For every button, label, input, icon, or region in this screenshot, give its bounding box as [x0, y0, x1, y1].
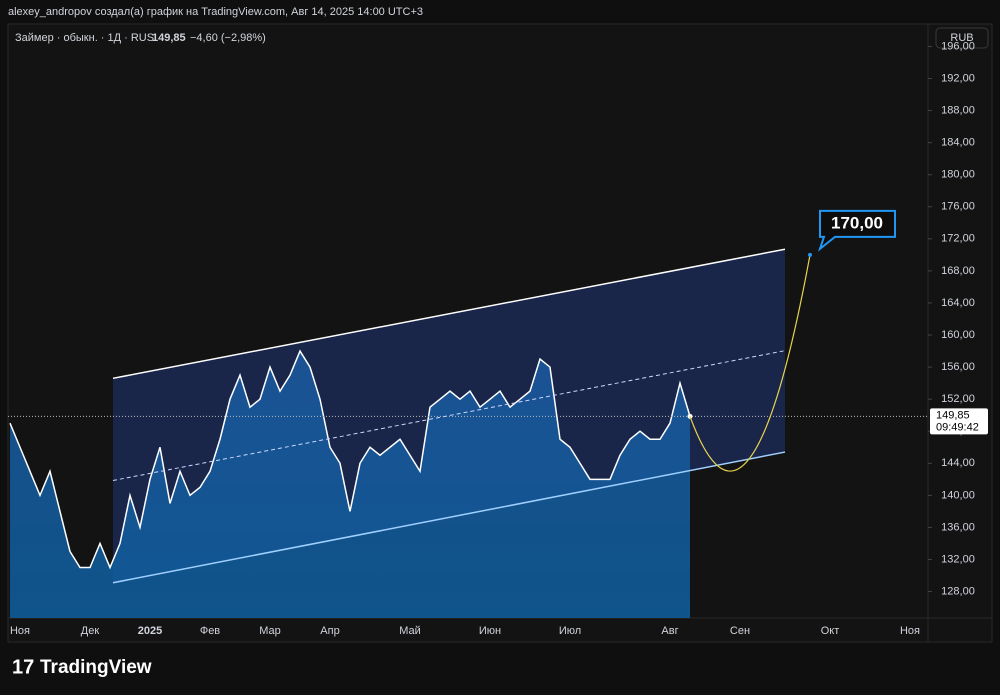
x-tick-label: Июл — [559, 625, 581, 637]
legend-change: −4,60 (−2,98%) — [190, 32, 266, 44]
target-label: 170,00 — [831, 213, 883, 232]
target-callout — [817, 209, 896, 252]
x-tick-label: Окт — [821, 625, 840, 637]
x-tick-label: 2025 — [138, 625, 162, 637]
legend-symbol: Займер · обыкн. · 1Д · RUS — [15, 32, 154, 44]
currency-button[interactable] — [935, 27, 989, 49]
y-tick-label: 164,00 — [941, 297, 975, 309]
channel-lower — [112, 451, 786, 584]
y-tick-label: 188,00 — [941, 104, 975, 116]
y-tick-label: 180,00 — [941, 169, 975, 181]
x-tick-label: Июн — [479, 625, 501, 637]
x-tick-label: Авг — [661, 625, 678, 637]
footer-logo: TradingView — [40, 657, 152, 678]
y-tick-label: 168,00 — [941, 265, 975, 277]
x-tick-label: Ноя — [10, 625, 30, 637]
target-point — [808, 252, 812, 257]
forecast-curve — [689, 254, 811, 472]
y-tick-label: 196,00 — [941, 40, 975, 52]
y-tick-label: 192,00 — [941, 72, 975, 84]
x-tick-label: Дек — [81, 625, 100, 637]
y-tick-label: 140,00 — [941, 489, 975, 501]
y-tick-label: 152,00 — [941, 393, 975, 405]
y-tick-label: 176,00 — [941, 201, 975, 213]
y-tick-label: 144,00 — [941, 457, 975, 469]
y-tick-label: 128,00 — [941, 585, 975, 597]
price-timer: 09:49:42 — [936, 421, 979, 433]
x-tick-label: Май — [399, 625, 421, 637]
y-tick-label: 132,00 — [941, 553, 975, 565]
x-tick-label: Сен — [730, 625, 750, 637]
area-fill — [10, 351, 690, 618]
header: alexey_andropov создал(а) график на Trad… — [8, 6, 423, 18]
legend-price: 149,85 — [152, 32, 186, 44]
y-tick-label: 172,00 — [941, 233, 975, 245]
price-tag: 149,85 — [936, 409, 970, 421]
y-tick-label: 156,00 — [941, 361, 975, 373]
x-tick-label: Ноя — [900, 625, 920, 637]
y-tick-label: 184,00 — [941, 137, 975, 149]
x-tick-label: Фев — [200, 625, 220, 637]
y-tick-label: 136,00 — [941, 521, 975, 533]
channel-mid — [112, 350, 786, 482]
price-line — [9, 349, 691, 570]
price-tag-bg — [930, 408, 988, 435]
y-tick-label: 160,00 — [941, 329, 975, 341]
x-tick-label: Мар — [259, 625, 281, 637]
x-tick-label: Апр — [320, 625, 339, 637]
channel-upper — [112, 248, 786, 380]
currency[interactable]: RUB — [950, 32, 973, 44]
logo-mark: 17 — [12, 656, 34, 678]
